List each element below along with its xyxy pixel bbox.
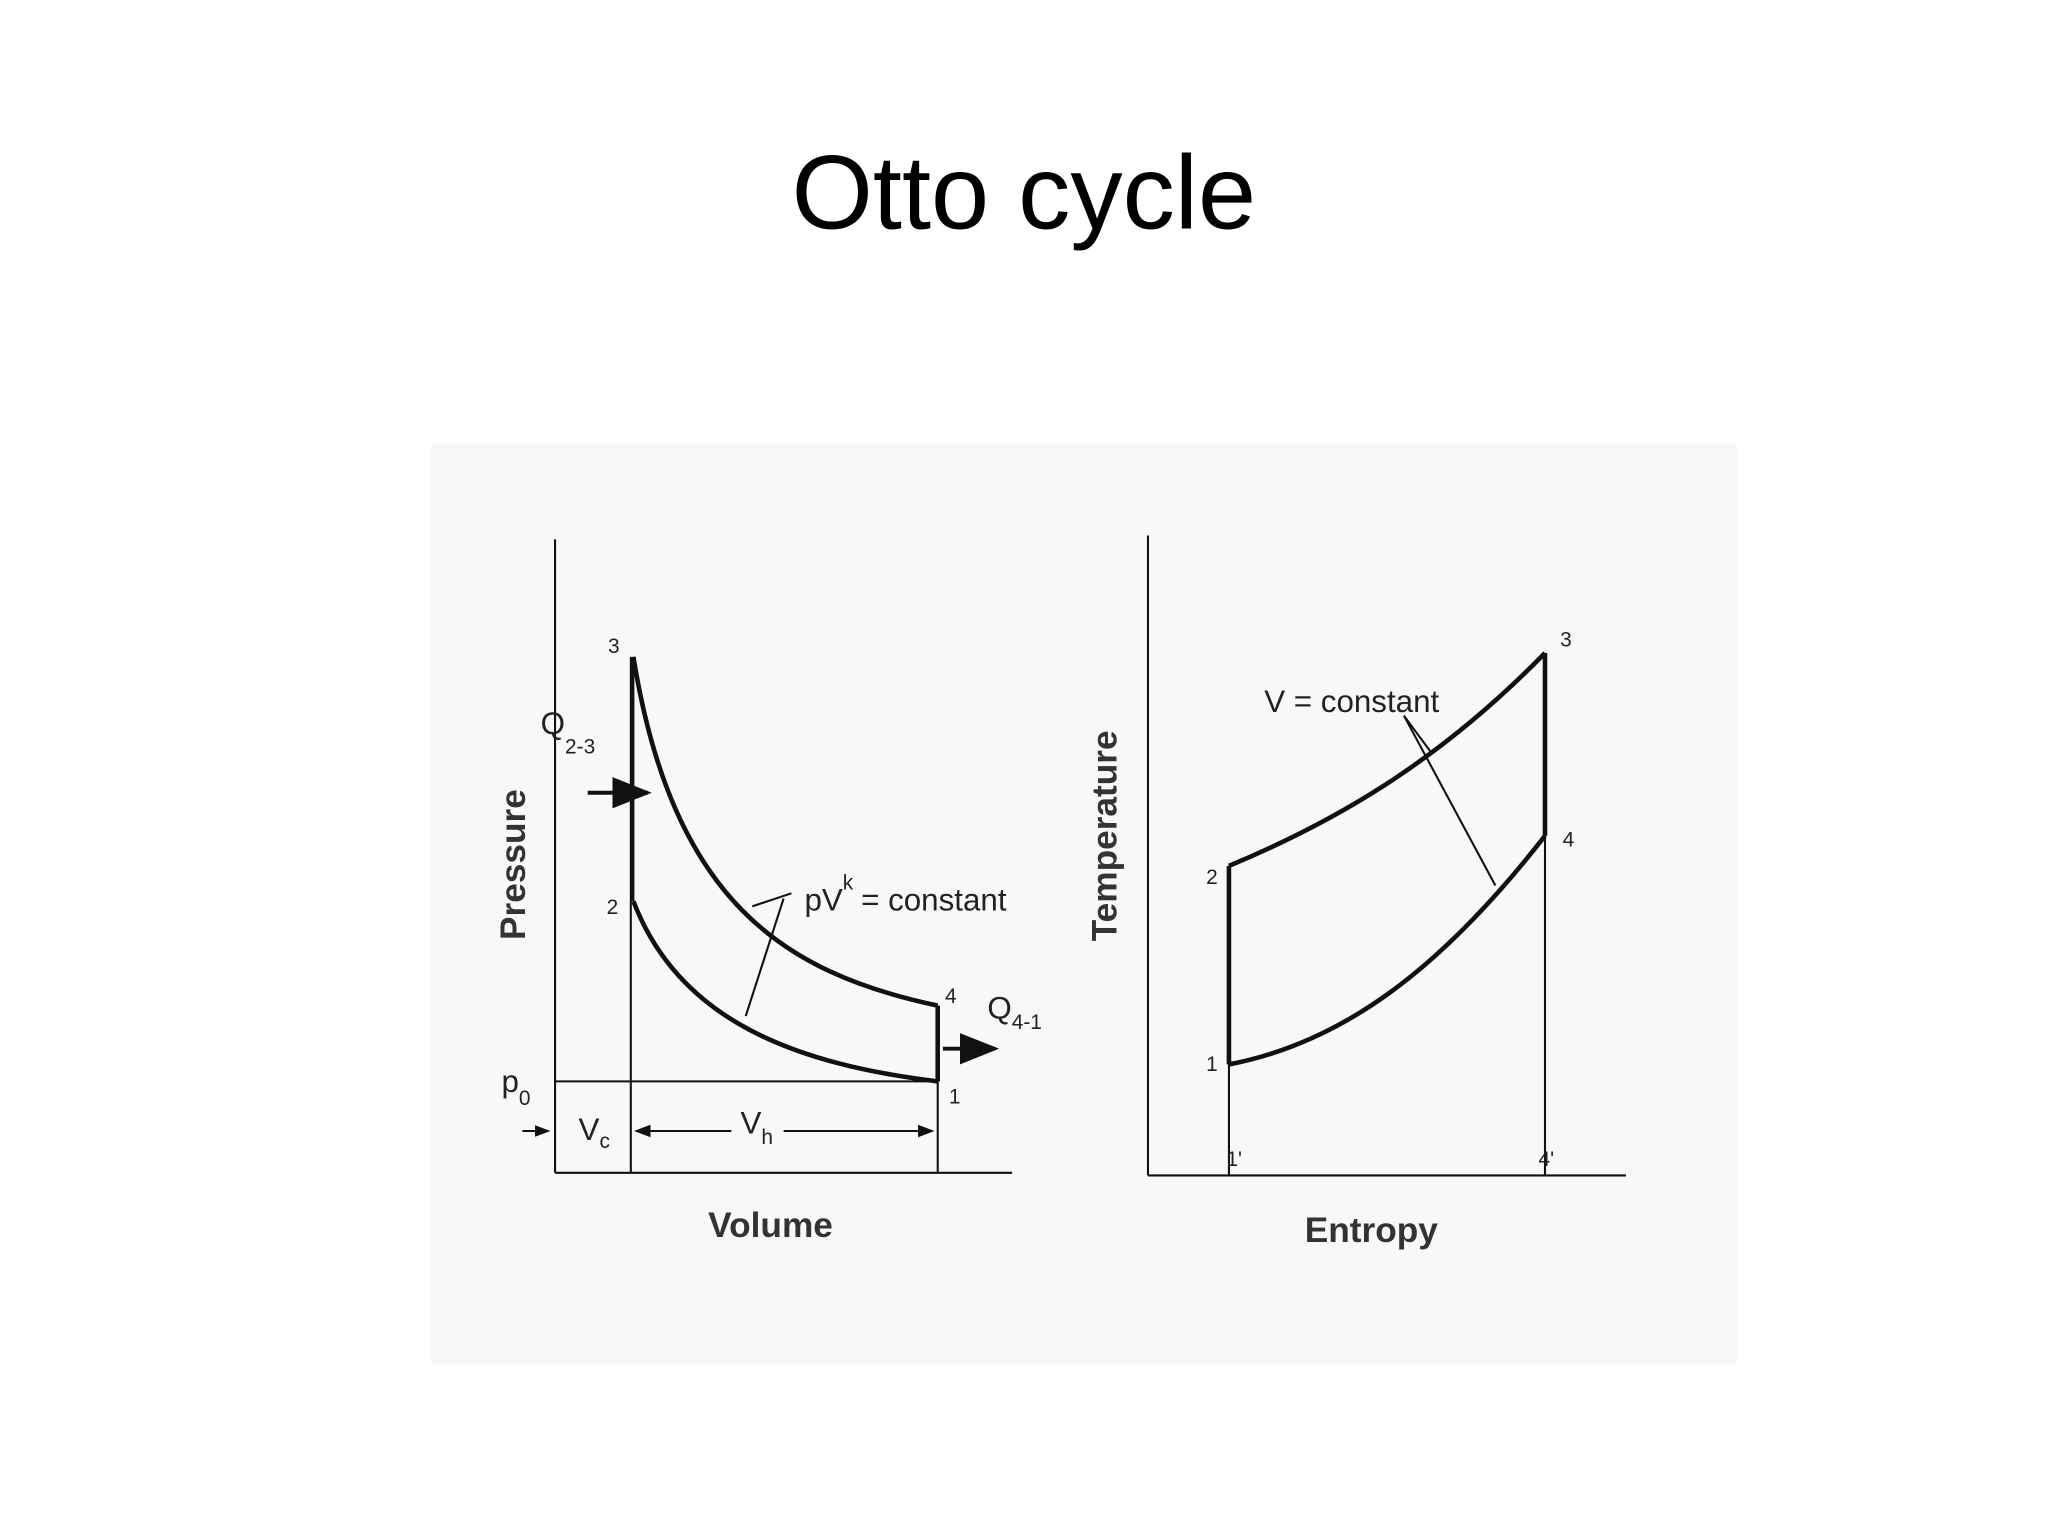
symbol: V	[579, 1112, 600, 1147]
point-label: 4	[1563, 828, 1575, 851]
point-label: 3	[1560, 628, 1572, 651]
formula-base: pV	[804, 882, 842, 917]
p0-label: p0	[502, 1064, 531, 1110]
point-label: 2	[1206, 866, 1218, 889]
annotation: V = constant	[1264, 684, 1439, 719]
ts-diagram: Temperature Entropy V = constant 2 1 3 4…	[1086, 535, 1626, 1250]
heat-symbol: Q	[987, 991, 1011, 1026]
symbol: p	[502, 1064, 519, 1099]
figure-panel	[430, 444, 1737, 1365]
slide-title: Otto cycle	[792, 135, 1256, 252]
subscript: h	[761, 1126, 773, 1149]
point-label: 1	[1206, 1053, 1218, 1076]
isentrope-label: pVk = constant	[804, 871, 1006, 917]
point-label: 2	[607, 896, 619, 919]
point-label: 1	[949, 1086, 961, 1109]
formula-exponent: k	[843, 871, 854, 894]
subscript: c	[599, 1130, 609, 1153]
heat-symbol: Q	[541, 706, 565, 741]
point-label: 3	[608, 635, 620, 658]
symbol: V	[741, 1106, 762, 1141]
point-label: 4	[945, 985, 957, 1008]
vh-label: Vh	[741, 1106, 774, 1149]
pv-diagram: Pressure Volume 3 2 4 1 Q2-3 Q4-1 pVk = c…	[494, 539, 1042, 1245]
x-axis-label: Entropy	[1305, 1211, 1439, 1250]
point-label: 4'	[1538, 1148, 1554, 1171]
heat-label: Q4-1	[987, 991, 1042, 1034]
vc-label: Vc	[579, 1112, 610, 1153]
formula-rest: = constant	[861, 882, 1007, 917]
heat-subscript: 2-3	[565, 736, 595, 759]
x-axis-label: Volume	[708, 1206, 833, 1245]
point-label: 1'	[1226, 1148, 1242, 1171]
heat-label: Q2-3	[541, 706, 596, 759]
subscript: 0	[519, 1087, 531, 1110]
y-axis-label: Temperature	[1086, 730, 1125, 941]
heat-subscript: 4-1	[1012, 1011, 1042, 1034]
y-axis-label: Pressure	[494, 789, 533, 940]
